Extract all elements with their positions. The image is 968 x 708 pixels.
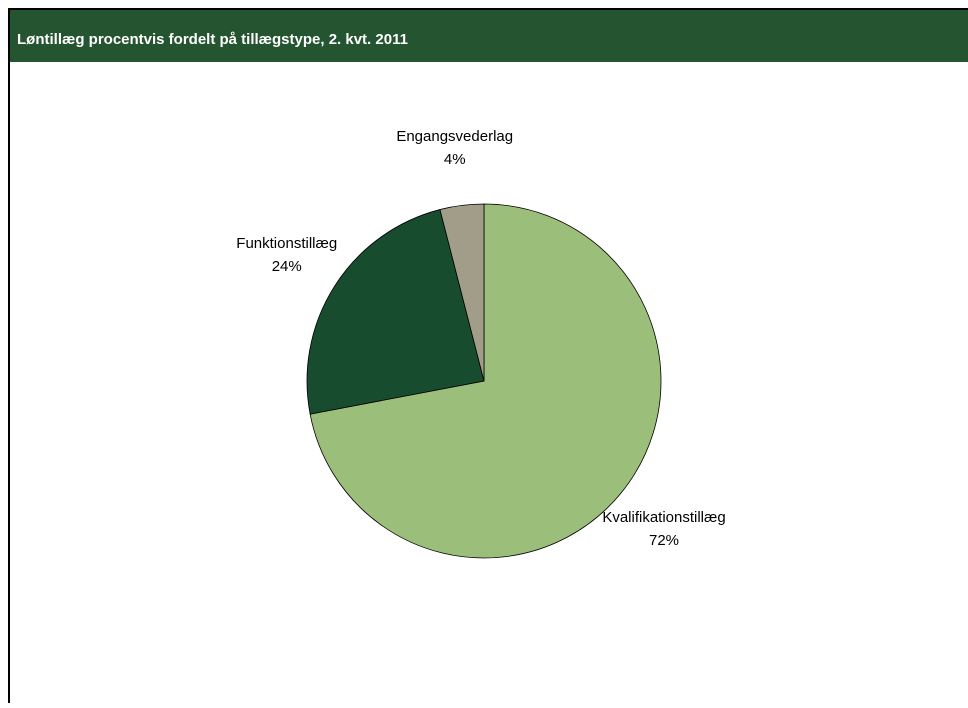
value-label: 72% [649,532,679,549]
slice-label: Kvalifikationstillæg [602,509,725,526]
slice-label: Funktionstillæg [236,235,337,252]
pie-slice [306,209,485,415]
chart-title: Løntillæg procentvis fordelt på tillægst… [17,31,408,48]
pie-slice [439,203,485,382]
pie-slice [309,203,662,559]
value-label: 24% [272,258,302,275]
value-label: 4% [444,151,466,168]
slice-label: Engangsvederlag [396,128,513,145]
header-bar [10,10,968,62]
